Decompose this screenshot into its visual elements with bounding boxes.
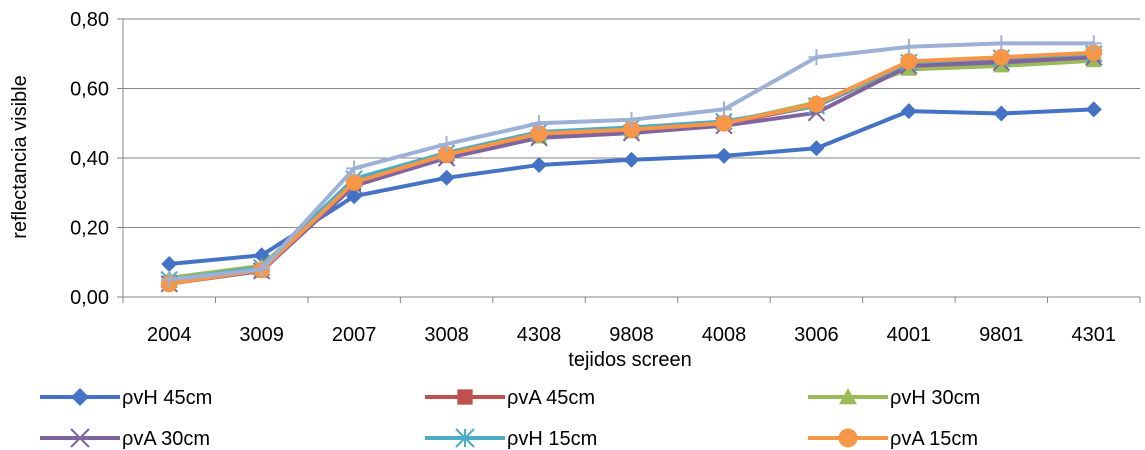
series-line	[168, 53, 1094, 286]
data-point-diamond	[253, 247, 270, 264]
y-tick-label: 0,80	[70, 9, 109, 31]
y-tick-label: 0,40	[70, 148, 109, 170]
data-point-diamond	[623, 151, 640, 168]
data-point-circle	[438, 146, 455, 163]
data-point-diamond	[715, 147, 732, 164]
data-point-diamond	[161, 255, 178, 272]
legend-item: ρvA 45cm	[425, 387, 595, 409]
series-3	[161, 52, 1102, 285]
x-axis-label: tejidos screen	[568, 349, 691, 371]
legend-item: ρvH 30cm	[808, 387, 980, 409]
x-tick-label: 4001	[887, 324, 932, 346]
series-7	[161, 35, 1102, 288]
data-point-diamond	[71, 388, 89, 406]
data-point-plus	[715, 101, 732, 118]
data-point-star	[455, 428, 475, 448]
series-line	[168, 58, 1094, 280]
legend-label: ρvH 30cm	[890, 387, 980, 409]
data-point-diamond	[346, 188, 363, 205]
y-tick-label: 0,20	[70, 218, 109, 240]
data-point-circle	[900, 52, 918, 70]
x-tick-label: 4008	[702, 324, 747, 346]
y-tick-label: 0,00	[70, 287, 109, 309]
series-group	[160, 35, 1103, 293]
x-tick-label: 4308	[517, 324, 562, 346]
x-tick-label: 3008	[424, 324, 469, 346]
data-point-circle	[623, 121, 640, 138]
data-point-x-stroke	[70, 428, 90, 448]
data-point-diamond	[1085, 101, 1102, 118]
x-tick-label: 9808	[609, 324, 654, 346]
y-axis-label: reflectancia visible	[9, 75, 31, 238]
legend: ρvH 45cm ρvA 45cm ρvH 30cm ρvA 30cm ρvH 15cm…	[40, 387, 980, 450]
series-line	[168, 55, 1094, 286]
data-point-diamond	[900, 103, 917, 120]
axes: 0,00 0,20 0,40 0,60 0,80 2004 3009 2007 3008 4308…	[70, 9, 1141, 346]
data-point-plus	[993, 35, 1010, 52]
data-point-plus	[531, 115, 548, 132]
x-tick-label: 2007	[332, 324, 377, 346]
data-point-square	[457, 389, 473, 405]
data-point-circle	[992, 48, 1010, 66]
data-point-triangle	[839, 388, 857, 405]
x-tick-label: 4301	[1072, 324, 1117, 346]
x-tick-label: 9801	[979, 324, 1024, 346]
data-point-diamond	[993, 105, 1010, 122]
series-6	[160, 44, 1103, 293]
series-2	[162, 48, 1101, 290]
data-point-plus	[438, 136, 455, 153]
data-point-circle	[345, 173, 363, 191]
data-point-plus	[808, 49, 825, 66]
data-point-circle	[808, 95, 825, 113]
series-4	[160, 48, 1103, 293]
data-point-plus	[623, 111, 640, 128]
legend-item: ρvA 30cm	[40, 428, 210, 450]
legend-label: ρvA 30cm	[122, 428, 210, 450]
series-line	[168, 50, 1094, 286]
data-point-plus	[253, 261, 270, 278]
data-point-circle	[530, 125, 548, 143]
legend-label: ρvA 45cm	[507, 387, 595, 409]
data-point-plus	[1085, 35, 1102, 52]
legend-item: ρvH 45cm	[40, 387, 212, 409]
data-point-plus	[900, 38, 917, 55]
legend-label: ρvH 45cm	[122, 387, 212, 409]
data-point-plus	[161, 271, 178, 288]
data-point-x	[70, 428, 90, 448]
y-tick-label: 0,60	[70, 79, 109, 101]
x-tick-label: 2004	[147, 324, 192, 346]
data-point-circle	[838, 428, 858, 448]
x-tick-label: 3009	[239, 324, 284, 346]
data-point-circle	[1085, 44, 1103, 62]
legend-item: ρvH 15cm	[425, 428, 597, 450]
data-point-circle	[715, 114, 733, 132]
data-point-diamond	[531, 156, 548, 173]
legend-item: ρvA 15cm	[808, 428, 978, 450]
legend-label: ρvH 15cm	[507, 428, 597, 450]
data-point-diamond	[808, 140, 825, 157]
x-tick-label: 3006	[794, 324, 839, 346]
data-point-plus	[346, 160, 363, 177]
data-point-diamond	[438, 169, 455, 186]
legend-label: ρvA 15cm	[890, 428, 978, 450]
